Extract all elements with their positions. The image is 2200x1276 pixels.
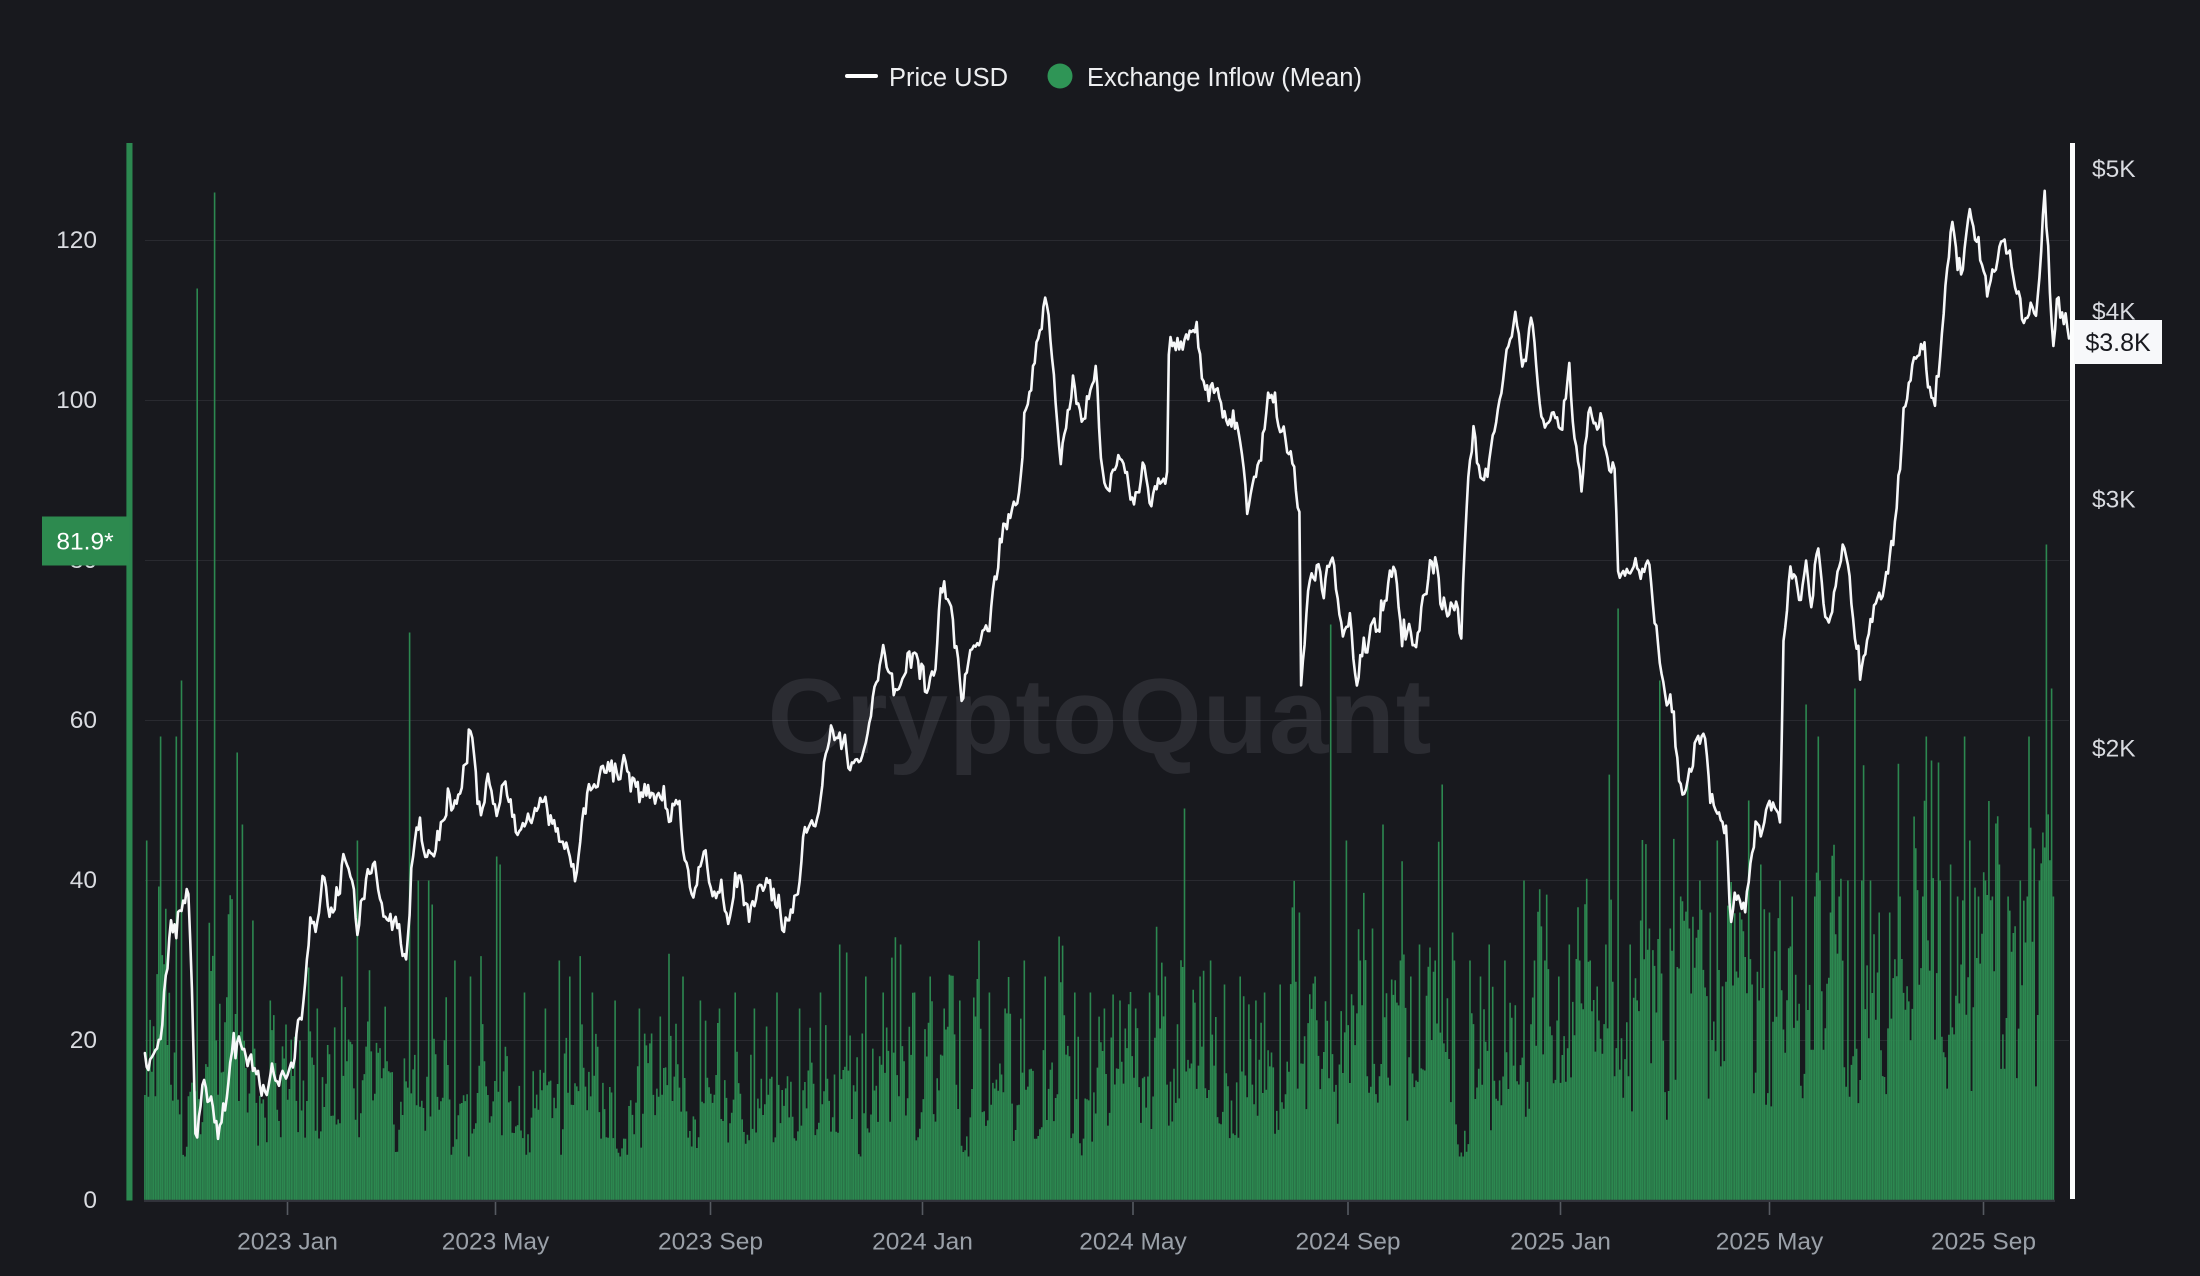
svg-text:$2K: $2K (2092, 736, 2136, 763)
svg-text:2023 Sep: 2023 Sep (658, 1229, 763, 1256)
svg-text:100: 100 (56, 387, 97, 414)
svg-text:Price USD: Price USD (889, 64, 1008, 92)
svg-text:0: 0 (83, 1187, 97, 1214)
svg-text:2024 May: 2024 May (1079, 1229, 1187, 1256)
svg-text:Exchange Inflow (Mean): Exchange Inflow (Mean) (1087, 64, 1362, 92)
svg-text:2023 May: 2023 May (442, 1229, 550, 1256)
svg-text:$3K: $3K (2092, 487, 2136, 514)
svg-text:CryptoQuant: CryptoQuant (768, 656, 1433, 776)
svg-text:40: 40 (70, 867, 97, 894)
svg-text:$3.8K: $3.8K (2085, 329, 2151, 357)
svg-text:2024 Jan: 2024 Jan (872, 1229, 973, 1256)
svg-text:2025 May: 2025 May (1716, 1229, 1824, 1256)
svg-text:81.9*: 81.9* (56, 529, 114, 556)
svg-text:2024 Sep: 2024 Sep (1296, 1229, 1401, 1256)
svg-text:2023 Jan: 2023 Jan (237, 1229, 338, 1256)
svg-text:2025 Jan: 2025 Jan (1510, 1229, 1611, 1256)
svg-text:2025 Sep: 2025 Sep (1931, 1229, 2036, 1256)
svg-text:120: 120 (56, 227, 97, 254)
svg-text:60: 60 (70, 707, 97, 734)
svg-text:20: 20 (70, 1027, 97, 1054)
svg-text:$5K: $5K (2092, 156, 2136, 183)
